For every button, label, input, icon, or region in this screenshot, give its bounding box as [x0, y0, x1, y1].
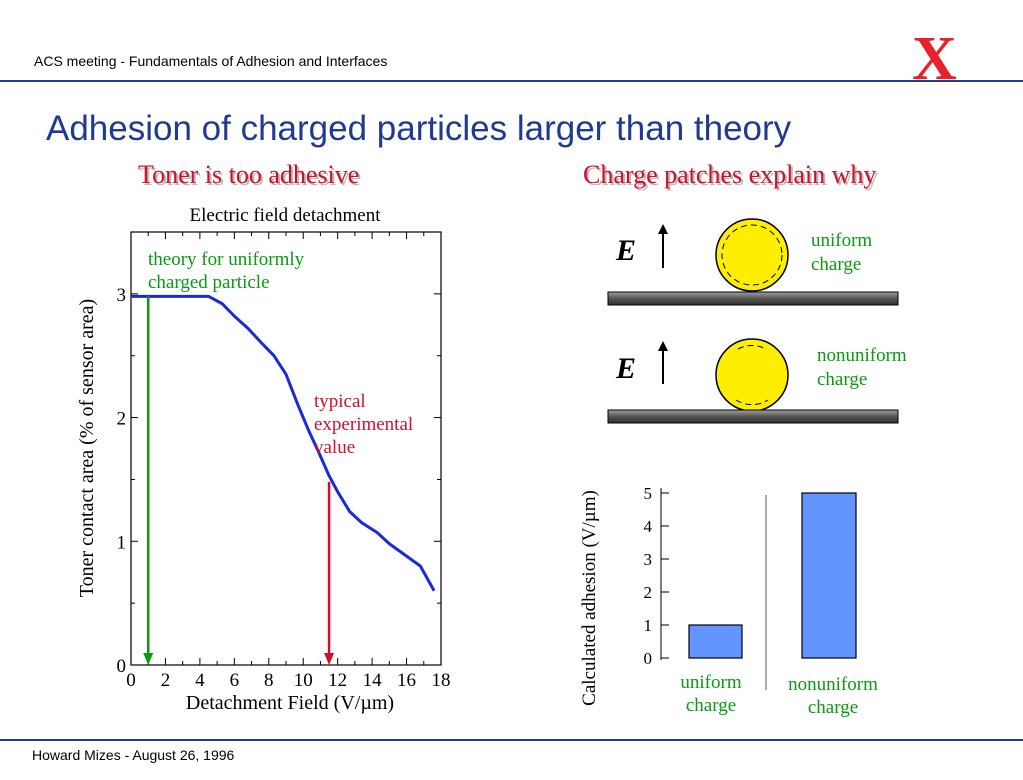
adhesion-bar-chart: Calculated adhesion (V/µm) 0 1 2 3 4 5 unifor…	[579, 484, 878, 718]
left-heading: Toner is too adhesive	[138, 160, 360, 189]
y-tick-label: 2	[117, 409, 127, 430]
nonuniform-label-line1: nonuniform	[817, 345, 907, 366]
uniform-label-line2: charge	[811, 254, 861, 275]
bar-y-tick-label: 4	[644, 517, 653, 536]
header-rule	[0, 80, 1023, 82]
bar-y-ticks: 0 1 2 3 4 5	[644, 484, 669, 668]
x-tick-label: 16	[397, 670, 416, 691]
x-ticks: 0 2 4 6 8 10 12 14 16 18	[126, 232, 451, 691]
bar-uniform	[688, 624, 743, 659]
field-arrowhead-nonuniform	[658, 341, 668, 351]
x-tick-label: 12	[328, 670, 347, 691]
detachment-curve	[131, 294, 436, 592]
bar-label-nonuniform-line2: charge	[808, 697, 858, 718]
experimental-annotation-line2: experimental	[314, 414, 413, 435]
uniform-charge-ring	[721, 224, 783, 286]
top-charge-patch	[737, 345, 767, 350]
experimental-annotation-line3: value	[314, 437, 355, 458]
x-axis-label: Detachment Field (V/µm)	[186, 692, 394, 714]
nonuniform-particle	[715, 338, 789, 412]
electrode-plate-uniform	[607, 291, 899, 306]
y-tick-label: 3	[117, 285, 127, 306]
experimental-annotation-line1: typical	[314, 391, 366, 412]
field-arrowhead-uniform	[658, 224, 668, 234]
bar-y-tick-label: 3	[644, 550, 653, 569]
y-ticks: 0 1 2 3	[117, 285, 441, 677]
bar-y-tick-label: 5	[644, 484, 653, 503]
x-tick-label: 8	[264, 670, 274, 691]
bar-y-tick-label: 1	[644, 616, 653, 635]
detachment-chart: Electric field detachment 0 2 4 6 8 10 12 14 16 1…	[76, 205, 451, 714]
right-heading: Charge patches explain why	[583, 160, 877, 189]
bar-label-uniform-line2: charge	[686, 695, 736, 716]
y-tick-label: 0	[117, 656, 127, 677]
red-arrow-head	[324, 653, 335, 665]
bar-label-uniform-line1: uniform	[680, 672, 741, 693]
bar-nonuniform	[801, 492, 857, 659]
field-symbol-nonuniform: E	[615, 352, 636, 385]
theory-annotation-line1: theory for uniformly	[148, 249, 305, 270]
uniform-particle	[715, 218, 789, 292]
x-tick-label: 14	[363, 670, 383, 691]
footer-rule	[0, 739, 1023, 741]
bar-y-axis-label: Calculated adhesion (V/µm)	[579, 490, 600, 706]
x-tick-label: 10	[294, 670, 313, 691]
chart-title: Electric field detachment	[190, 205, 382, 226]
footer-text: Howard Mizes - August 26, 1996	[32, 747, 235, 763]
bar-y-tick-label: 0	[644, 649, 653, 668]
electrode-plate-nonuniform	[607, 409, 899, 424]
bar-y-tick-label: 2	[644, 583, 653, 602]
y-axis-label: Toner contact area (% of sensor area)	[76, 299, 98, 597]
slide-title: Adhesion of charged particles larger tha…	[46, 109, 792, 148]
x-tick-label: 2	[161, 670, 171, 691]
x-tick-label: 6	[230, 670, 240, 691]
x-tick-label: 4	[195, 670, 205, 691]
bar-label-nonuniform-line1: nonuniform	[788, 674, 878, 695]
meeting-header: ACS meeting - Fundamentals of Adhesion a…	[34, 53, 388, 69]
x-tick-label: 18	[432, 670, 451, 691]
x-tick-label: 0	[126, 670, 136, 691]
nonuniform-label-line2: charge	[817, 369, 867, 390]
annotation-arrows	[143, 296, 335, 665]
theory-annotation-line2: charged particle	[148, 272, 270, 293]
bottom-charge-patch	[735, 399, 769, 406]
field-symbol-uniform: E	[615, 234, 636, 267]
green-arrow-head	[143, 653, 154, 665]
uniform-label-line1: uniform	[811, 230, 872, 251]
bars	[688, 492, 857, 659]
xerox-logo: X	[912, 25, 957, 93]
y-tick-label: 1	[117, 532, 127, 553]
charge-diagram: E uniform charge E nonuniform charge	[607, 218, 907, 424]
